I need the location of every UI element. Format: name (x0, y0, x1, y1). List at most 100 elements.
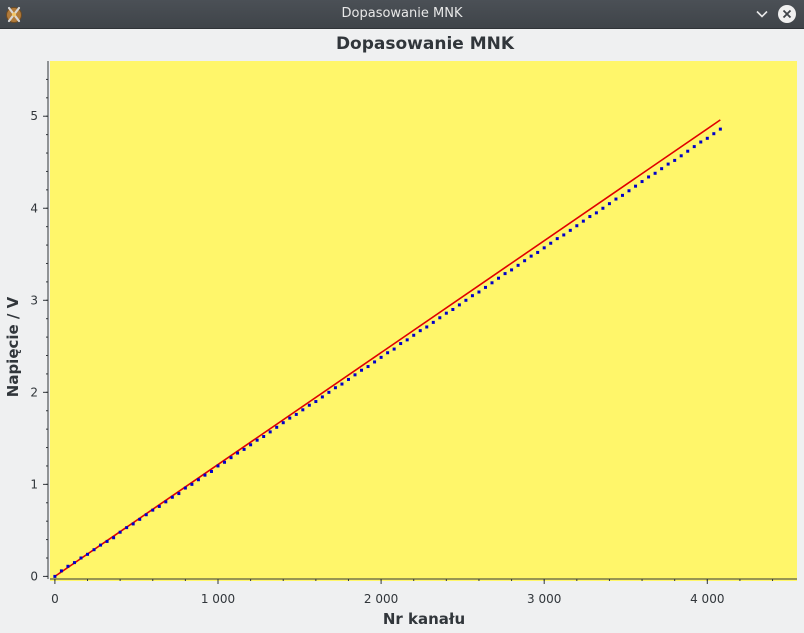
y-tick-label: 4 (30, 201, 38, 215)
data-point (673, 158, 677, 162)
data-point (249, 443, 253, 447)
x-tick-label: 0 (51, 592, 59, 606)
data-point (705, 136, 709, 140)
data-point (157, 504, 161, 508)
data-point (346, 377, 350, 381)
data-point (53, 574, 57, 578)
data-point (418, 329, 422, 333)
data-point (99, 543, 103, 547)
data-point (588, 215, 592, 219)
data-point (594, 211, 598, 215)
x-tick-label: 4 000 (690, 592, 724, 606)
window-title: Dopasowanie MNK (341, 6, 463, 21)
data-point (457, 303, 461, 307)
data-point (66, 564, 70, 568)
data-point (209, 469, 213, 473)
data-point (59, 569, 63, 573)
data-point (131, 522, 135, 526)
y-tick-label: 1 (30, 477, 38, 491)
data-point (542, 246, 546, 250)
data-point (647, 175, 651, 179)
data-point (431, 320, 435, 324)
data-point (497, 276, 501, 280)
data-point (314, 400, 318, 404)
data-point (392, 347, 396, 351)
data-point (144, 513, 148, 517)
chart-window-content: Dopasowanie MNK 0 1 2 3 4 5 0 1 000 2 000 3 000 4… (0, 29, 804, 633)
data-point (464, 298, 468, 302)
data-point (399, 342, 403, 346)
app-icon[interactable] (4, 4, 24, 24)
data-point (340, 382, 344, 386)
y-axis-title: Napięcie / V (4, 296, 22, 397)
data-point (196, 478, 200, 482)
data-point (105, 539, 109, 543)
data-point (575, 224, 579, 228)
data-point (634, 184, 638, 188)
y-tick-label: 3 (30, 293, 38, 307)
data-point (118, 530, 122, 534)
window-titlebar[interactable]: Dopasowanie MNK (0, 0, 804, 29)
data-point (620, 193, 624, 197)
data-point (477, 290, 481, 294)
data-point (360, 368, 364, 372)
data-point (627, 189, 631, 193)
data-point (425, 325, 429, 329)
data-point (353, 373, 357, 377)
data-point (177, 492, 181, 496)
data-point (327, 390, 331, 394)
data-point (236, 451, 240, 455)
data-point (470, 294, 474, 298)
data-point (405, 338, 409, 342)
data-point (510, 268, 514, 272)
data-point (112, 536, 116, 540)
close-button[interactable] (777, 4, 797, 24)
x-tick-label: 2 000 (364, 592, 398, 606)
data-point (301, 408, 305, 412)
data-point (288, 416, 292, 420)
data-point (601, 206, 605, 210)
data-point (79, 556, 83, 560)
data-point (483, 285, 487, 289)
data-point (692, 145, 696, 149)
y-tick-label: 2 (30, 385, 38, 399)
y-tick-label: 5 (30, 109, 38, 123)
data-point (718, 127, 722, 131)
data-point (503, 272, 507, 276)
data-point (386, 351, 390, 355)
data-points-layer (53, 127, 722, 578)
minimize-button[interactable] (752, 4, 772, 24)
fit-line-layer (54, 119, 721, 578)
x-tick-label: 3 000 (527, 592, 561, 606)
chevron-down-icon (756, 10, 768, 18)
fit-line (54, 119, 721, 578)
data-point (555, 237, 559, 241)
data-point (581, 219, 585, 223)
data-point (268, 430, 272, 434)
data-point (640, 180, 644, 184)
data-point (333, 386, 337, 390)
data-point (523, 259, 527, 263)
y-tick-label: 0 (30, 569, 38, 583)
data-point (72, 561, 76, 565)
x-axis-title: Nr kanału (383, 610, 465, 628)
data-point (190, 482, 194, 486)
data-point (242, 447, 246, 451)
data-point (379, 355, 383, 359)
data-point (568, 228, 572, 232)
data-point (223, 460, 227, 464)
data-point (686, 149, 690, 153)
data-point (151, 508, 155, 512)
data-point (490, 281, 494, 285)
data-point (138, 517, 142, 521)
data-point (653, 171, 657, 175)
data-point (679, 154, 683, 158)
data-point (412, 333, 416, 337)
data-point (607, 202, 611, 206)
data-point (164, 500, 168, 504)
data-point (366, 365, 370, 369)
data-point (614, 197, 618, 201)
data-point (536, 250, 540, 254)
data-point (549, 241, 553, 245)
data-point (562, 233, 566, 237)
